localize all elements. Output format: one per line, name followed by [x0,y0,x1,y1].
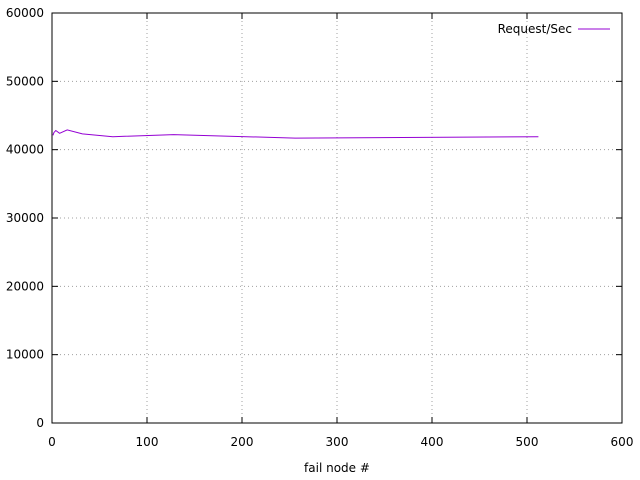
y-tick-label: 50000 [6,74,44,88]
y-tick-label: 20000 [6,279,44,293]
x-tick-label: 400 [421,435,444,449]
x-axis-tick-labels: 0 100 200 300 400 500 600 [48,435,633,449]
x-tick-label: 0 [48,435,56,449]
x-axis-label: fail node # [304,461,370,475]
x-tick-label: 200 [231,435,254,449]
legend-label: Request/Sec [498,22,572,36]
y-tick-label: 30000 [6,211,44,225]
axis-ticks [51,12,623,424]
grid-lines [52,13,622,423]
legend: Request/Sec [498,22,610,36]
y-tick-label: 10000 [6,348,44,362]
x-tick-label: 500 [516,435,539,449]
x-tick-label: 600 [611,435,634,449]
y-tick-label: 0 [36,416,44,430]
x-tick-label: 300 [326,435,349,449]
y-tick-label: 40000 [6,143,44,157]
series-line [52,129,539,139]
y-axis-tick-labels: 0 10000 20000 30000 40000 50000 60000 [6,6,44,430]
y-tick-label: 60000 [6,6,44,20]
series-layer [52,129,539,139]
x-tick-label: 100 [136,435,159,449]
